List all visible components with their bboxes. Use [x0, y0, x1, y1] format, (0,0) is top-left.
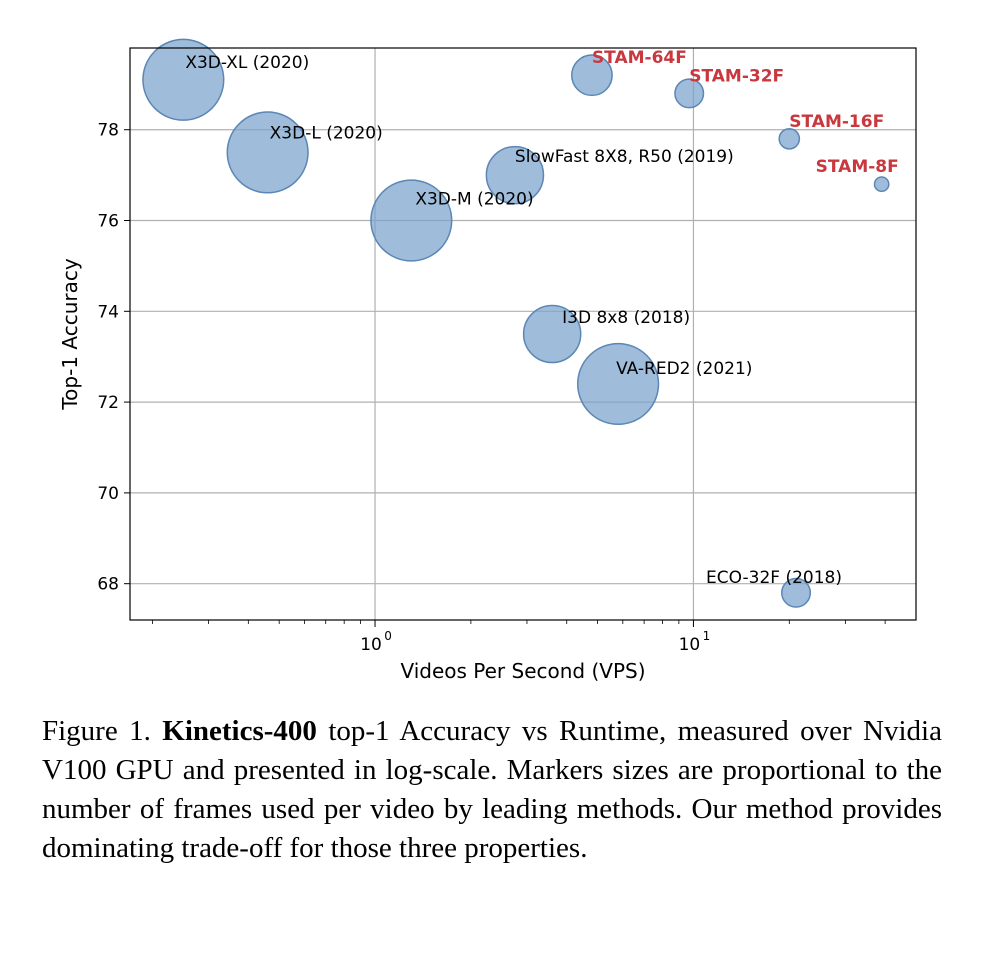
point-label-4: SlowFast 8X8, R50 (2019): [515, 147, 734, 167]
plot-frame: [129, 47, 917, 621]
point-1: [142, 38, 225, 121]
y-axis-title: Top-1 Accuracy: [58, 258, 82, 411]
point-label-8: STAM-64F: [592, 48, 687, 68]
caption-bold: Kinetics-400: [162, 715, 317, 747]
y-tick-label: 74: [97, 302, 119, 322]
point-4: [485, 145, 545, 205]
point-8: [571, 54, 613, 97]
caption-prefix: Figure 1.: [42, 715, 163, 747]
point-label-7: ECO-32F (2018): [706, 568, 842, 588]
point-labels: X3D-XL (2020) X3D-L (2020) X3D-M (2020) Slo…: [185, 48, 898, 588]
minor-ticks: [152, 620, 886, 624]
point-label-1: X3D-XL (2020): [185, 53, 309, 73]
point-label-5: I3D 8x8 (2018): [562, 308, 690, 328]
point-3: [370, 179, 453, 262]
point-label-2: X3D-L (2020): [270, 123, 383, 143]
point-11: [873, 176, 890, 193]
point-2: [226, 111, 309, 194]
x-tick-exponent: 0: [384, 629, 392, 643]
point-7: [781, 577, 812, 608]
y-tick-label: 78: [97, 121, 119, 141]
caption-text: top-1 Accuracy vs Runtime, measured over…: [42, 715, 942, 864]
point-5: [522, 304, 582, 364]
x-axis-title: Videos Per Second (VPS): [400, 659, 645, 683]
data-points: [142, 38, 890, 608]
point-label-3: X3D-M (2020): [415, 190, 533, 210]
point-6: [576, 342, 660, 426]
point-label-6: VA-RED2 (2021): [616, 359, 752, 379]
figure-caption: Figure 1. Kinetics-400 top-1 Accuracy vs…: [42, 712, 942, 868]
point-label-11: STAM-8F: [816, 157, 899, 177]
point-10: [778, 127, 801, 150]
y-tick-label: 68: [97, 575, 119, 595]
point-9: [674, 78, 705, 109]
y-tick-label: 76: [97, 212, 119, 232]
point-label-10: STAM-16F: [789, 112, 884, 132]
x-tick-label: 10: [679, 635, 701, 655]
y-tick-label: 72: [97, 393, 119, 413]
x-tick-label: 10: [360, 635, 382, 655]
y-tick-label: 70: [97, 484, 119, 504]
point-label-9: STAM-32F: [689, 66, 784, 86]
x-tick-exponent: 1: [703, 629, 711, 643]
